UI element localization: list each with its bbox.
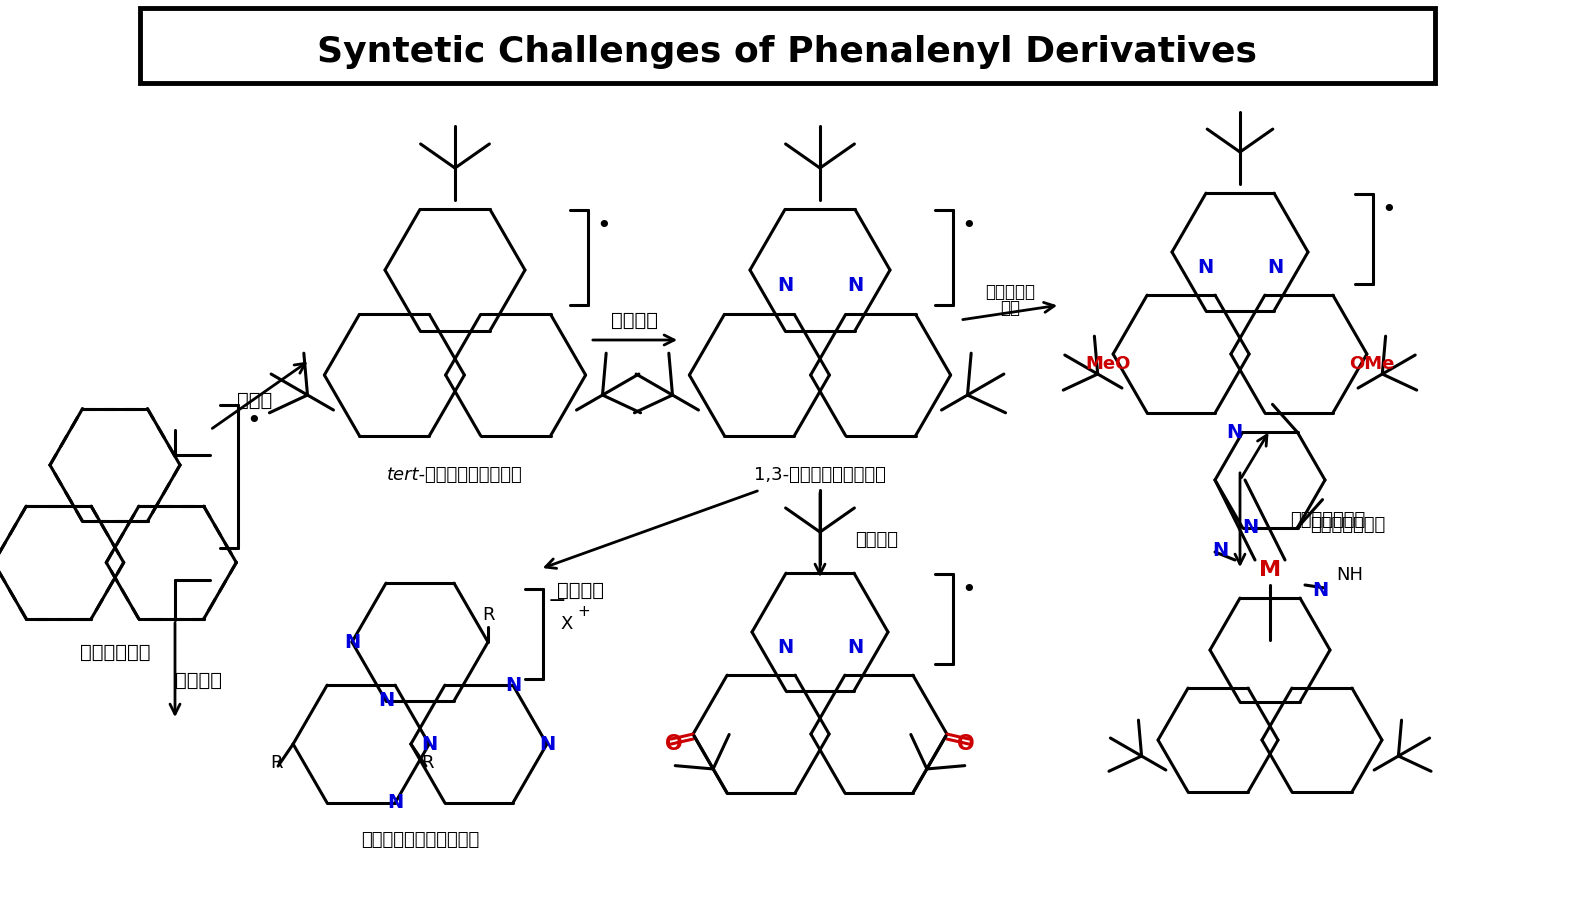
Text: フェナレニル: フェナレニル xyxy=(80,643,150,662)
Text: Syntetic Challenges of Phenalenyl Derivatives: Syntetic Challenges of Phenalenyl Deriva… xyxy=(317,35,1257,69)
Text: N: N xyxy=(847,638,863,656)
Text: MeO: MeO xyxy=(1085,355,1131,373)
Text: •: • xyxy=(1381,198,1395,222)
Text: N: N xyxy=(847,276,863,295)
Text: 導入: 導入 xyxy=(1000,299,1021,317)
Text: N: N xyxy=(1312,581,1328,600)
Text: R: R xyxy=(421,754,433,772)
Text: 窓素導入: 窓素導入 xyxy=(556,581,603,600)
Text: メトキシ基: メトキシ基 xyxy=(984,283,1035,301)
Text: N: N xyxy=(421,734,438,753)
Text: N: N xyxy=(343,632,361,652)
Text: ピリミジン導入: ピリミジン導入 xyxy=(1290,511,1366,529)
Text: N: N xyxy=(776,638,794,656)
Text: 酸素導入: 酸素導入 xyxy=(855,531,898,549)
Text: N: N xyxy=(504,675,521,694)
Text: N: N xyxy=(776,276,794,295)
Text: N: N xyxy=(378,692,394,711)
Text: O: O xyxy=(666,734,684,754)
Text: •: • xyxy=(246,409,261,433)
Text: 1,3-ジアザフェナレニル: 1,3-ジアザフェナレニル xyxy=(754,466,885,484)
Text: R: R xyxy=(271,754,284,772)
Text: tert-ブチルフェナレニル: tert-ブチルフェナレニル xyxy=(387,466,523,484)
Text: ヘキサアザフェナレニル: ヘキサアザフェナレニル xyxy=(361,831,479,849)
Text: 窓素導内: 窓素導内 xyxy=(175,671,222,690)
Text: N: N xyxy=(1227,423,1243,442)
Text: N: N xyxy=(1243,518,1258,537)
Text: •: • xyxy=(961,578,976,602)
Text: N: N xyxy=(539,734,554,753)
Text: 窓素導入: 窓素導入 xyxy=(611,310,658,329)
Text: +: + xyxy=(576,603,589,619)
Text: •: • xyxy=(595,214,611,238)
Text: O: O xyxy=(958,734,975,754)
Text: NH: NH xyxy=(1337,566,1364,584)
Text: OMe: OMe xyxy=(1348,355,1394,373)
Text: N: N xyxy=(1197,258,1213,277)
Text: N: N xyxy=(1266,258,1284,277)
Text: −: − xyxy=(548,591,567,611)
Bar xyxy=(140,8,1435,83)
Text: 安定化: 安定化 xyxy=(238,390,272,410)
Text: X: X xyxy=(561,615,572,633)
Text: •: • xyxy=(961,214,976,238)
Text: ピリミジン導入: ピリミジン導入 xyxy=(1310,516,1386,534)
Text: N: N xyxy=(1211,541,1228,560)
Text: M: M xyxy=(1258,560,1280,580)
Text: R: R xyxy=(482,606,495,624)
Text: N: N xyxy=(387,794,403,813)
